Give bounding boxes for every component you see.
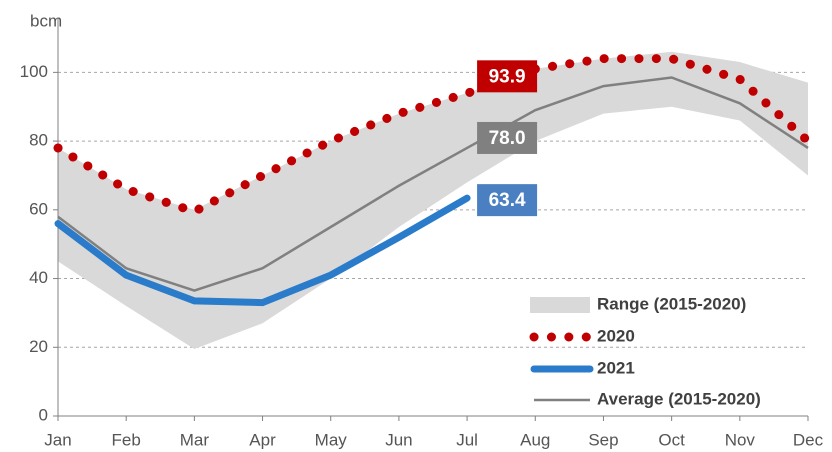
legend-label: Range (2015-2020) [597, 294, 746, 313]
x-tick-label: Dec [793, 430, 824, 449]
y-tick-label: 100 [20, 62, 48, 81]
x-tick-label: Jan [44, 430, 71, 449]
y-tick-label: 60 [29, 199, 48, 218]
y-tick-label: 80 [29, 131, 48, 150]
x-tick-label: Sep [588, 430, 618, 449]
x-tick-label: Apr [249, 430, 276, 449]
y-tick-label: 20 [29, 337, 48, 356]
series-line [57, 76, 809, 292]
value-label-box [477, 184, 538, 217]
series-line [54, 194, 471, 307]
x-tick-label: Jul [456, 430, 478, 449]
x-tick-label: Nov [725, 430, 756, 449]
x-tick-label: May [315, 430, 348, 449]
y-axis-label: bcm [30, 11, 62, 30]
x-tick-label: Jun [385, 430, 412, 449]
y-tick-label: 40 [29, 268, 48, 287]
legend-label: 2020 [597, 326, 635, 345]
value-label: 93.9 [489, 66, 526, 87]
value-label: 78.0 [489, 128, 526, 149]
legend-label: Average (2015-2020) [597, 389, 761, 408]
x-tick-label: Mar [180, 430, 210, 449]
x-tick-label: Aug [520, 430, 550, 449]
value-label-box [477, 121, 538, 154]
series-line [53, 54, 813, 217]
y-tick-label: 0 [39, 405, 48, 424]
x-tick-label: Feb [112, 430, 141, 449]
value-label: 63.4 [489, 190, 526, 211]
value-label-box [477, 60, 538, 93]
legend-label: 2021 [597, 358, 635, 377]
x-tick-label: Oct [658, 430, 685, 449]
legend-swatch [530, 297, 590, 313]
